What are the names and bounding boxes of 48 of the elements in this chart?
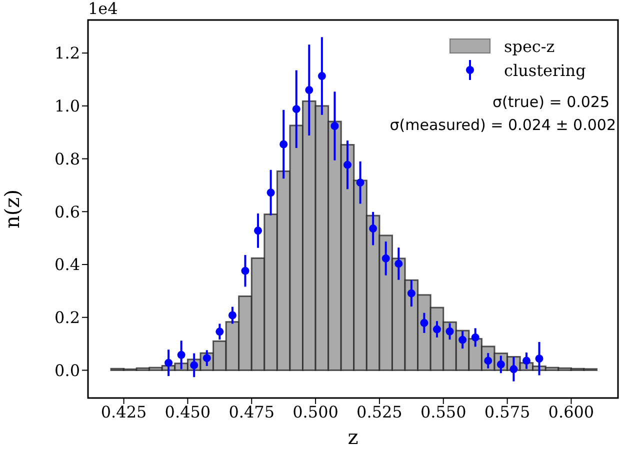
point — [522, 356, 530, 365]
x-tick-label: 0.575 — [484, 402, 530, 422]
point — [330, 122, 339, 130]
point — [446, 327, 454, 336]
x-tick-label: 0.550 — [420, 402, 466, 422]
point — [305, 86, 314, 94]
x-tick-label: 0.450 — [164, 402, 211, 422]
point — [292, 105, 300, 114]
point — [241, 266, 250, 275]
point — [266, 188, 275, 197]
x-tick-label: 0.425 — [100, 402, 147, 422]
annotation: σ(true) = 0.025 — [492, 93, 610, 111]
point — [344, 160, 352, 169]
x-axis-title: z — [348, 425, 358, 449]
y-tick-label: 0.8 — [54, 149, 80, 168]
y-tick-label: 1.0 — [54, 96, 80, 116]
x-tick-label: 0.600 — [548, 402, 594, 422]
annotation: σ(measured) = 0.024 ± 0.002 — [390, 116, 616, 134]
x-tick-label: 0.500 — [292, 402, 338, 422]
point — [369, 224, 378, 233]
point — [471, 333, 480, 342]
point — [216, 328, 224, 336]
point — [535, 354, 544, 363]
legend-label: clustering — [504, 60, 587, 80]
point — [228, 311, 236, 320]
legend-label: spec-z — [504, 36, 556, 56]
y-tick-label: 0.6 — [54, 202, 80, 222]
point — [382, 254, 390, 262]
point — [164, 358, 173, 367]
point — [356, 178, 364, 187]
point — [318, 72, 326, 80]
point — [432, 325, 441, 334]
point — [510, 365, 518, 374]
point — [458, 336, 467, 344]
x-tick-label: 0.525 — [356, 402, 402, 422]
point — [254, 226, 262, 235]
point — [420, 318, 428, 327]
y-tick-label: 0.4 — [54, 255, 80, 274]
y-axis-title: n(z) — [0, 189, 24, 229]
point — [280, 140, 288, 148]
text: 1e4 — [88, 0, 118, 18]
point — [177, 350, 186, 359]
x-tick-label: 0.475 — [228, 402, 275, 422]
y-tick-label: 0.2 — [54, 308, 80, 328]
point — [407, 289, 416, 298]
point — [394, 260, 403, 268]
y-tick-label: 0.0 — [54, 360, 80, 380]
y-tick-label: 1.2 — [54, 44, 80, 63]
